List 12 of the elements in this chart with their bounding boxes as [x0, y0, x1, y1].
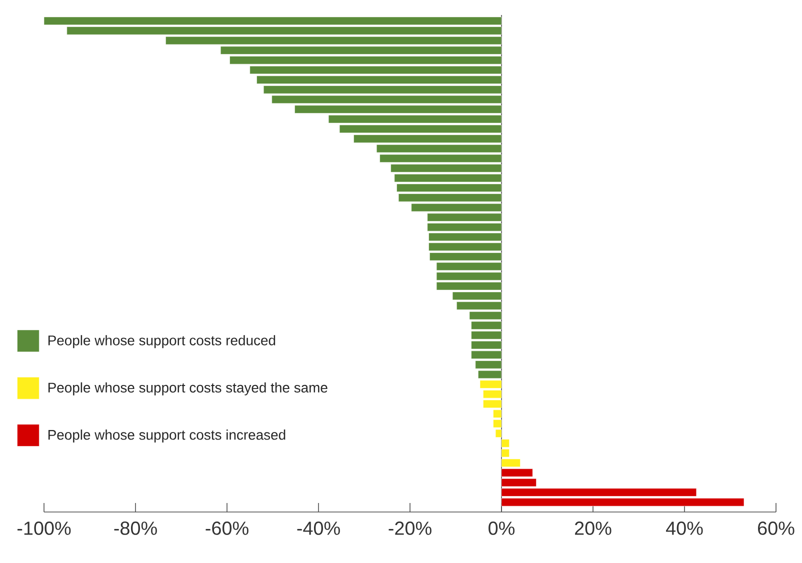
- x-tick-label: 60%: [758, 522, 794, 535]
- x-tick-label: -100%: [17, 522, 71, 535]
- legend-label: People whose support costs reduced: [48, 335, 276, 348]
- x-tick-label: -60%: [206, 522, 248, 535]
- legend-label: People whose support costs stayed the same: [48, 382, 328, 396]
- x-tick-label: -20%: [388, 522, 432, 535]
- x-tick-label: 40%: [666, 522, 703, 535]
- x-tick-label: 20%: [575, 522, 612, 535]
- x-tick-label: 0%: [488, 522, 515, 535]
- x-tick-label: -40%: [297, 522, 340, 535]
- x-tick-label: -80%: [114, 522, 157, 535]
- legend-label: People whose support costs increased: [48, 430, 286, 443]
